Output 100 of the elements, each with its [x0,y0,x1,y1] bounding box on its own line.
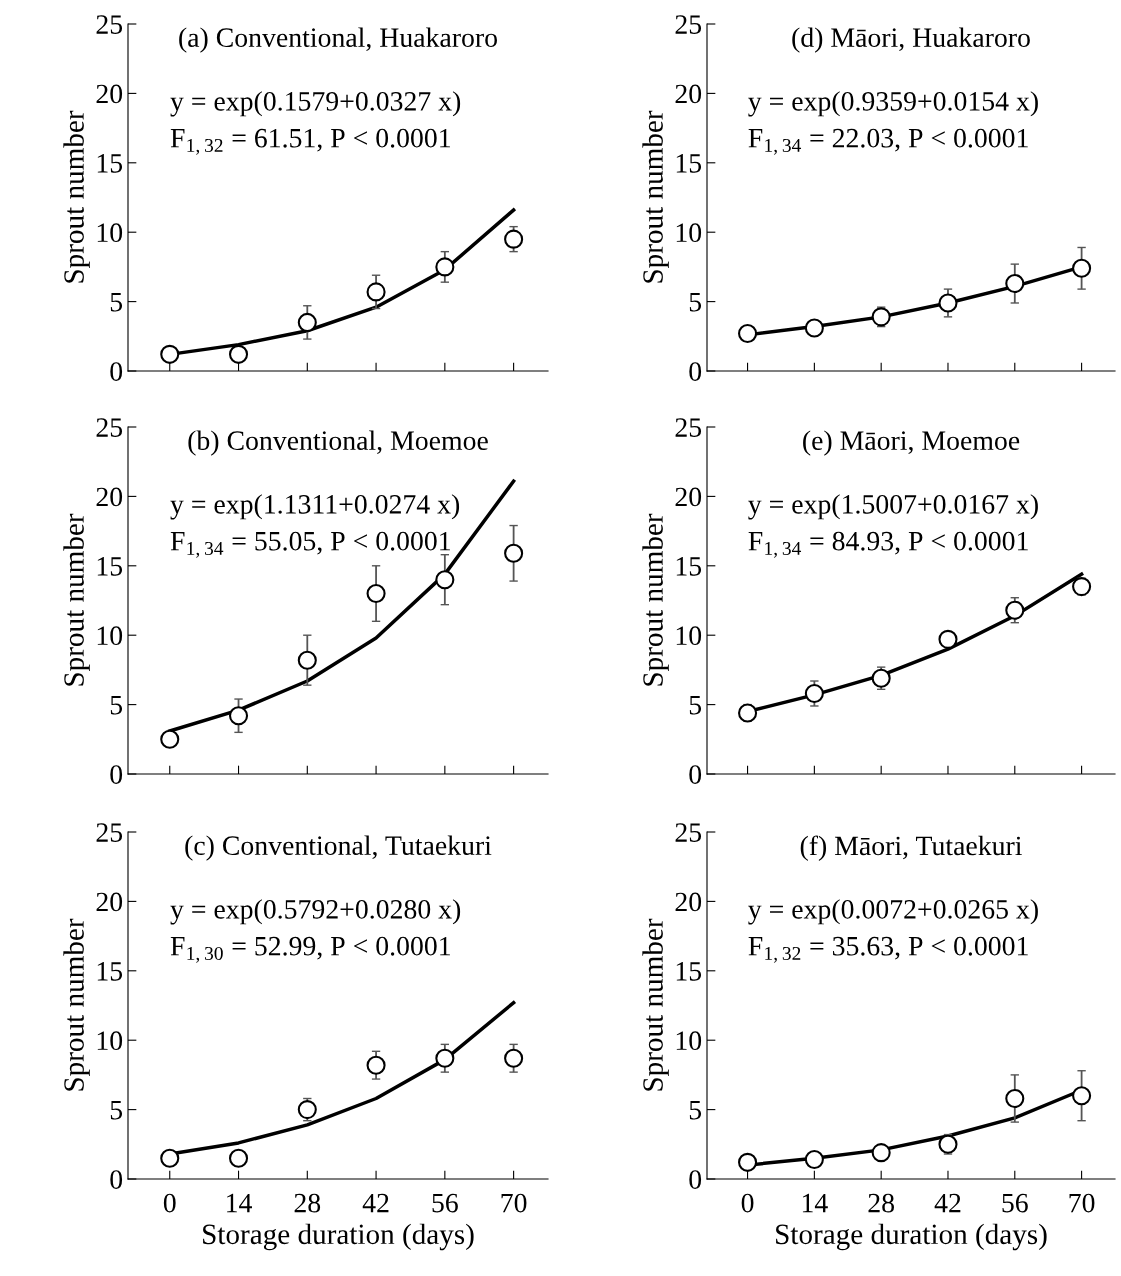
point [1005,1088,1025,1109]
point [1072,1086,1092,1106]
y-tick-label: 25 [96,823,123,842]
y-tick-label: 25 [675,15,702,34]
y-tick-label: 15 [676,962,702,981]
y-tick-label: 20 [96,84,123,104]
point [938,293,958,313]
annotation: F$_{1,34}$ = 55.05, P < 0.0001 [170,531,450,558]
point [871,1143,891,1163]
x-tick-label: 28 [868,1193,895,1213]
x-tick-label: 56 [1002,1193,1028,1213]
point [871,307,891,327]
y-tick-label: 20 [675,487,702,507]
point [871,668,891,688]
point [1072,258,1092,278]
y-tick-label: 15 [97,557,123,576]
x-tick-label: 70 [501,1193,527,1213]
point [435,1048,455,1068]
y-tick-label: 15 [676,154,702,173]
annotation: y = exp(0.1579+0.0327 x) [170,91,461,117]
point [228,344,249,364]
point [938,1134,958,1154]
point [504,1048,524,1068]
y-tick-label: 0 [689,1170,702,1189]
y-axis-title: Sprout number [63,918,90,1091]
y-axis-title: Sprout number [642,918,669,1091]
x-tick-label: 0 [741,1193,754,1213]
y-tick-label: 10 [676,223,702,243]
y-tick-label: 10 [97,223,123,243]
point [804,318,824,338]
y-tick-label: 10 [676,1031,702,1051]
y-tick-label: 5 [110,1101,123,1120]
point [504,229,524,249]
y-tick-label: 10 [97,1031,123,1051]
y-tick-label: 5 [689,293,702,312]
annotation: y = exp(0.9359+0.0154 x) [748,91,1038,117]
point [297,650,317,670]
annotation: y = exp(1.1311+0.0274 x) [170,494,460,520]
point [366,282,386,302]
point [435,257,455,277]
y-axis-title: Sprout number [642,513,669,686]
y-tick-label: 15 [97,962,123,981]
point [435,570,455,590]
annotation: y = exp(1.5007+0.0167 x) [748,494,1038,520]
point [160,344,180,364]
point [504,543,524,563]
point [366,1055,386,1075]
y-tick-label: 0 [689,362,702,381]
point [228,706,249,726]
x-axis-title: Storage duration (days) [776,1223,1047,1251]
x-tick-label: 42 [362,1193,389,1213]
x-tick-label: 28 [294,1193,321,1213]
y-tick-label: 10 [97,626,123,646]
y-tick-label: 5 [110,696,123,715]
annotation: F$_{1,32}$ = 35.63, P < 0.0001 [748,936,1028,963]
y-tick-label: 25 [675,823,702,842]
annotation: y = exp(0.5792+0.0280 x) [170,899,461,925]
y-tick-label: 20 [675,892,702,912]
x-tick-label: 56 [432,1193,458,1213]
point [804,1150,824,1170]
y-tick-label: 25 [96,418,123,437]
y-tick-label: 20 [96,487,123,507]
x-tick-label: 14 [802,1193,828,1213]
y-tick-label: 0 [110,1170,123,1189]
x-tick-label: 14 [227,1193,252,1213]
x-axis-title: Storage duration (days) [203,1223,474,1251]
annotation: F$_{1,30}$ = 52.99, P < 0.0001 [170,936,450,963]
y-tick-label: 10 [676,626,702,646]
y-tick-label: 0 [110,765,123,784]
y-tick-label: 5 [689,1101,702,1120]
point [1005,600,1025,620]
y-tick-label: 20 [675,84,702,104]
y-axis-title: Sprout number [642,110,669,283]
annotation: F$_{1,34}$ = 22.03, P < 0.0001 [748,128,1028,155]
y-tick-label: 15 [97,154,123,173]
point [297,1100,317,1120]
y-tick-label: 5 [110,293,123,312]
annotation: y = exp(0.0072+0.0265 x) [748,899,1038,925]
point [938,629,958,649]
chart-title: (a) Conventional, Huakaroro [179,27,497,53]
y-axis-title: Sprout number [63,513,90,686]
chart-title: (b) Conventional, Moemoe [188,430,488,456]
y-tick-label: 25 [675,418,702,437]
x-tick-label: 70 [1069,1193,1095,1213]
y-tick-label: 25 [96,15,123,34]
chart-title: (f) Māori, Tutaekuri [800,835,1022,861]
point [738,1152,758,1172]
point [228,1148,249,1168]
chart-title: (c) Conventional, Tutaekuri [185,835,492,861]
chart-title: (e) Māori, Moemoe [803,430,1020,456]
point [160,729,180,749]
x-tick-label: 42 [934,1193,961,1213]
point [160,1148,180,1168]
y-tick-label: 0 [689,765,702,784]
x-tick-label: 0 [163,1193,176,1213]
point [366,584,386,604]
y-tick-label: 15 [676,557,702,576]
y-tick-label: 5 [689,696,702,715]
point [1005,274,1025,294]
point [738,323,758,344]
